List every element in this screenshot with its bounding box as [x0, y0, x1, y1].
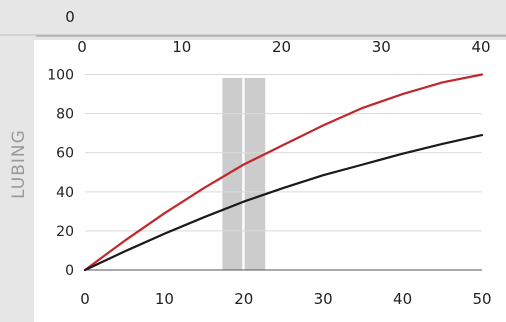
top-tick-label-0: 0 [77, 38, 87, 56]
x-tick-label-0: 0 [80, 290, 90, 308]
x-tick-label-30: 30 [314, 290, 333, 308]
top-strip-divider [0, 34, 506, 36]
top-tick-label-30: 30 [372, 38, 391, 56]
series-line-0 [83, 73, 484, 272]
y-axis-label: LUBING [9, 129, 29, 199]
y-tick-label-80: 80 [56, 107, 74, 123]
highlight-band-0 [222, 78, 243, 270]
plot-background [34, 40, 506, 322]
y-tick-label-60: 60 [56, 146, 74, 162]
y-tick-label-0: 0 [65, 263, 74, 279]
top-tick-label-20: 20 [272, 38, 291, 56]
gridlines [85, 74, 482, 232]
x-tick-label-20: 20 [234, 290, 253, 308]
y-tick-label-100: 100 [47, 68, 74, 84]
top-axis-marker: 0 [65, 8, 75, 26]
x-tick-label-50: 50 [472, 290, 491, 308]
axes [36, 35, 506, 271]
series [83, 73, 484, 272]
x-tick-label-40: 40 [393, 290, 412, 308]
y-tick-label-40: 40 [56, 185, 74, 201]
series-line-1 [83, 134, 484, 272]
y-tick-label-20: 20 [56, 224, 74, 240]
highlight-bands [222, 78, 266, 270]
highlight-band-1 [244, 78, 266, 270]
x-tick-label-10: 10 [155, 290, 174, 308]
top-tick-label-40: 40 [471, 38, 490, 56]
top-tick-label-10: 10 [172, 38, 191, 56]
